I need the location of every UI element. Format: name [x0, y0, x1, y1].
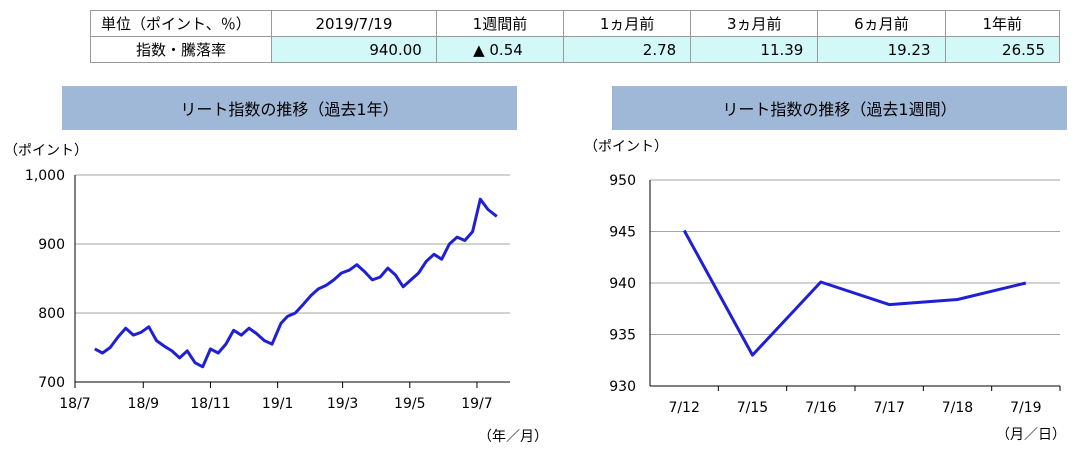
x-tick-label: 7/16: [805, 400, 837, 416]
value-cell: 26.55: [944, 36, 1061, 63]
y-tick-label: 940: [609, 276, 636, 292]
x-tick-label: 19/5: [394, 396, 425, 412]
y-unit-label-1week: （ポイント）: [584, 139, 668, 155]
x-tick-label: 7/17: [873, 400, 904, 416]
unit-header: 単位（ポイント、％）: [90, 10, 272, 37]
series-line-1year: [94, 197, 498, 369]
column-header: 2019/7/19: [271, 10, 437, 37]
x-tick-label: 7/18: [942, 400, 973, 416]
y-tick-label: 935: [609, 328, 636, 344]
summary-header-row: 単位（ポイント、％） 2019/7/19 1週間前 1ヵ月前 3ヵ月前 6ヵ月前…: [90, 10, 1061, 37]
x-tick-label: 7/12: [668, 400, 699, 416]
value-cell: 2.78: [563, 36, 692, 63]
y-tick-label: 945: [609, 225, 636, 241]
x-tick-label: 19/7: [461, 396, 492, 412]
summary-value-row: 指数・騰落率 940.00 ▲ 0.54 2.78 11.39 19.23 26…: [90, 36, 1061, 63]
x-unit-label-1week: （月／日）: [996, 427, 1066, 443]
row-label: 指数・騰落率: [90, 36, 272, 63]
x-tick-label: 7/19: [1010, 400, 1041, 416]
summary-table: 単位（ポイント、％） 2019/7/19 1週間前 1ヵ月前 3ヵ月前 6ヵ月前…: [90, 10, 1061, 63]
column-header: 1年前: [944, 10, 1061, 37]
x-tick-label: 18/9: [128, 396, 159, 412]
y-unit-label-1year: （ポイント）: [4, 143, 88, 159]
series-line-1week: [682, 229, 1027, 357]
y-tick-label: 700: [38, 375, 65, 391]
x-tick-label: 18/7: [59, 396, 90, 412]
chart-title-1week: リート指数の推移（過去1週間）: [612, 86, 1067, 130]
y-tick-label: 1,000: [25, 168, 65, 184]
x-tick-label: 19/1: [262, 396, 293, 412]
x-unit-label-1year: （年／月）: [478, 429, 548, 445]
y-tick-label: 950: [609, 173, 636, 189]
x-tick-label: 7/15: [737, 400, 768, 416]
y-tick-label: 930: [609, 379, 636, 395]
value-cell: 11.39: [690, 36, 819, 63]
column-header: 1ヵ月前: [563, 10, 692, 37]
value-cell: ▲ 0.54: [435, 36, 565, 63]
value-cell: 940.00: [271, 36, 437, 63]
x-tick-label: 18/11: [190, 396, 230, 412]
chart-title-1year: リート指数の推移（過去1年）: [62, 86, 517, 130]
y-tick-label: 800: [38, 306, 65, 322]
x-tick-label: 19/3: [327, 396, 358, 412]
y-tick-label: 900: [38, 237, 65, 253]
value-cell: 19.23: [817, 36, 946, 63]
